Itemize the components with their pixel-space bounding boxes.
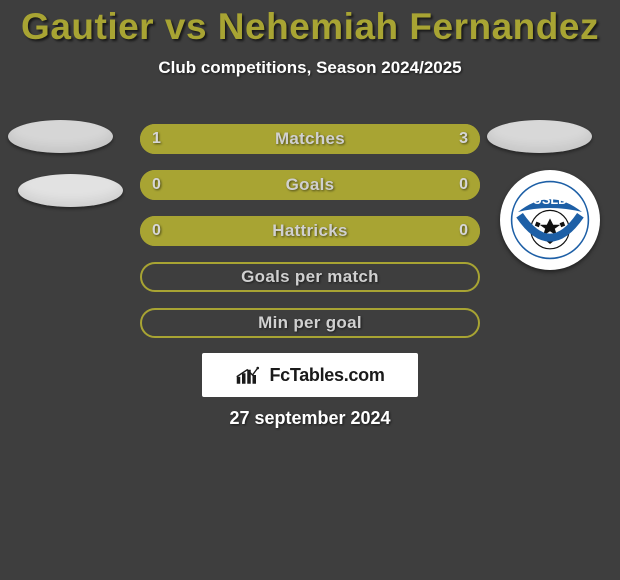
brand-text: FcTables.com xyxy=(269,365,384,386)
bar-label: Matches xyxy=(275,129,345,149)
page-title: Gautier vs Nehemiah Fernandez xyxy=(0,0,620,48)
stat-bars: Matches 1 3 Goals 0 0 Hattricks 0 0 Goals per mat… xyxy=(140,124,480,354)
bar-value-left: 0 xyxy=(152,176,161,194)
subtitle: Club competitions, Season 2024/2025 xyxy=(0,58,620,78)
stat-row: Matches 1 3 xyxy=(140,124,480,154)
stat-row: Min per goal xyxy=(140,308,480,338)
bar-value-right: 0 xyxy=(459,176,468,194)
bar-label: Goals per match xyxy=(241,267,379,287)
bar-value-left: 1 xyxy=(152,130,161,148)
bar-value-right: 3 xyxy=(459,130,468,148)
bar-chart-icon xyxy=(235,364,263,386)
brand-badge: FcTables.com xyxy=(202,353,418,397)
bar-value-left: 0 xyxy=(152,222,161,240)
bar-label: Goals xyxy=(286,175,335,195)
stat-row: Hattricks 0 0 xyxy=(140,216,480,246)
bar-label: Hattricks xyxy=(272,221,347,241)
stat-row: Goals 0 0 xyxy=(140,170,480,200)
svg-text:USLD: USLD xyxy=(533,192,568,207)
date-text: 27 september 2024 xyxy=(0,408,620,429)
player1-avatar-placeholder xyxy=(8,120,113,153)
player1-club-placeholder xyxy=(18,174,123,207)
bar-value-right: 0 xyxy=(459,222,468,240)
player2-avatar-placeholder xyxy=(487,120,592,153)
club-crest-icon: USLD xyxy=(510,180,590,260)
bar-label: Min per goal xyxy=(258,313,362,333)
player2-club-badge: USLD xyxy=(500,170,600,270)
stat-row: Goals per match xyxy=(140,262,480,292)
infographic-root: Gautier vs Nehemiah Fernandez Club compe… xyxy=(0,0,620,580)
